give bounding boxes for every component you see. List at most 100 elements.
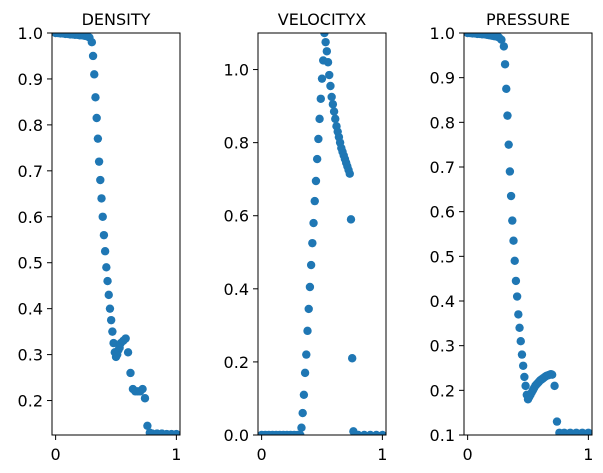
y-tick-label: 0.4 xyxy=(18,300,43,319)
data-point xyxy=(100,247,110,256)
chart-title-velocityx: VELOCITYX xyxy=(278,10,366,29)
data-point xyxy=(96,175,105,185)
y-tick-label: 0.7 xyxy=(430,158,455,177)
x-tick-label: 0 xyxy=(463,445,473,464)
data-point xyxy=(109,338,118,348)
data-point xyxy=(310,196,319,206)
y-tick-label: 0.2 xyxy=(224,353,249,372)
data-point xyxy=(172,429,180,435)
data-point xyxy=(305,282,315,292)
data-point xyxy=(502,84,511,94)
y-tick-label: 0.4 xyxy=(430,292,455,311)
y-tick-label: 0.2 xyxy=(18,392,43,411)
data-point xyxy=(347,354,357,363)
y-tick-label: 0.4 xyxy=(224,280,249,299)
y-tick-label: 0.3 xyxy=(18,346,43,365)
y-tick-label: 0.7 xyxy=(18,162,43,181)
data-point xyxy=(138,384,147,394)
data-point xyxy=(97,194,106,203)
data-point xyxy=(311,176,321,186)
data-point xyxy=(309,218,318,228)
data-point xyxy=(521,381,530,391)
y-tick-label: 0.1 xyxy=(430,426,455,445)
data-point xyxy=(515,323,524,332)
y-tick-label: 0.5 xyxy=(18,254,43,273)
data-point xyxy=(323,58,333,67)
panel-velocityx: 0.0 0.2 0.4 0.6 0.8 1.0 0 1 VELOCITYX xyxy=(224,10,388,464)
data-point xyxy=(316,94,325,103)
data-point xyxy=(304,304,313,314)
y-tick-label: 0.3 xyxy=(430,337,455,356)
data-point xyxy=(325,70,334,80)
data-point xyxy=(92,113,101,123)
data-point xyxy=(504,140,513,149)
data-point xyxy=(550,381,559,391)
data-point xyxy=(520,372,529,382)
data-point xyxy=(499,42,509,51)
data-point xyxy=(312,154,322,164)
y-tick-label: 0.6 xyxy=(430,203,455,222)
plot-frame-pressure xyxy=(463,32,593,436)
y-tick-label: 0.5 xyxy=(430,247,455,266)
plot-frame-velocityx xyxy=(257,32,387,436)
y-tick-label: 1.0 xyxy=(430,24,455,43)
data-point xyxy=(510,256,519,265)
data-point xyxy=(314,134,323,144)
data-point xyxy=(511,276,521,286)
data-point xyxy=(315,114,324,124)
data-point xyxy=(106,315,116,325)
y-tick-label: 0.8 xyxy=(18,116,43,135)
data-point xyxy=(126,368,135,378)
data-point xyxy=(326,81,335,91)
chart-title-pressure: PRESSURE xyxy=(486,10,570,29)
data-point xyxy=(105,304,115,313)
plot-frame-density xyxy=(51,32,181,436)
data-point xyxy=(87,37,97,47)
data-point xyxy=(98,212,107,221)
data-point xyxy=(99,230,109,240)
data-point xyxy=(503,111,512,120)
data-point xyxy=(103,276,112,286)
y-tick-label: 1.0 xyxy=(224,61,249,80)
data-point xyxy=(140,394,150,403)
data-point xyxy=(516,337,525,346)
data-point xyxy=(331,114,340,124)
series-points-pressure xyxy=(464,33,592,435)
y-tick-label: 0.0 xyxy=(224,426,249,445)
data-point xyxy=(508,216,517,225)
series-points-velocityx xyxy=(258,33,386,435)
data-point xyxy=(346,215,356,224)
data-point xyxy=(123,348,133,357)
data-point xyxy=(506,191,516,201)
data-point xyxy=(518,361,528,370)
y-tick-label: 0.8 xyxy=(430,113,455,132)
data-point xyxy=(320,33,329,38)
data-point xyxy=(298,408,307,418)
data-point xyxy=(108,327,117,336)
data-point xyxy=(378,430,386,435)
data-point xyxy=(297,423,306,432)
x-tick-label: 0 xyxy=(257,445,267,464)
data-point xyxy=(321,37,330,47)
data-point xyxy=(509,236,518,245)
data-point xyxy=(299,390,309,399)
data-point xyxy=(104,290,113,300)
panel-pressure: 0.1 0.2 0.3 0.4 0.5 0.6 0.7 0.8 0.9 1.0 0 1 PRESSURE xyxy=(430,10,594,464)
data-point xyxy=(345,169,354,178)
data-point xyxy=(94,157,104,166)
y-tick-label: 0.6 xyxy=(224,207,249,226)
x-tick-label: 1 xyxy=(377,445,387,464)
data-point xyxy=(327,92,336,102)
data-point xyxy=(517,350,527,359)
data-point xyxy=(552,417,562,426)
data-point xyxy=(497,35,506,44)
data-point xyxy=(300,368,310,378)
data-point xyxy=(328,100,338,109)
y-tick-label: 1.0 xyxy=(18,24,43,43)
data-point xyxy=(500,60,510,69)
data-point xyxy=(512,292,522,301)
data-point xyxy=(317,74,327,83)
y-tick-label: 0.8 xyxy=(224,134,249,153)
y-tick-label: 0.6 xyxy=(18,208,43,227)
